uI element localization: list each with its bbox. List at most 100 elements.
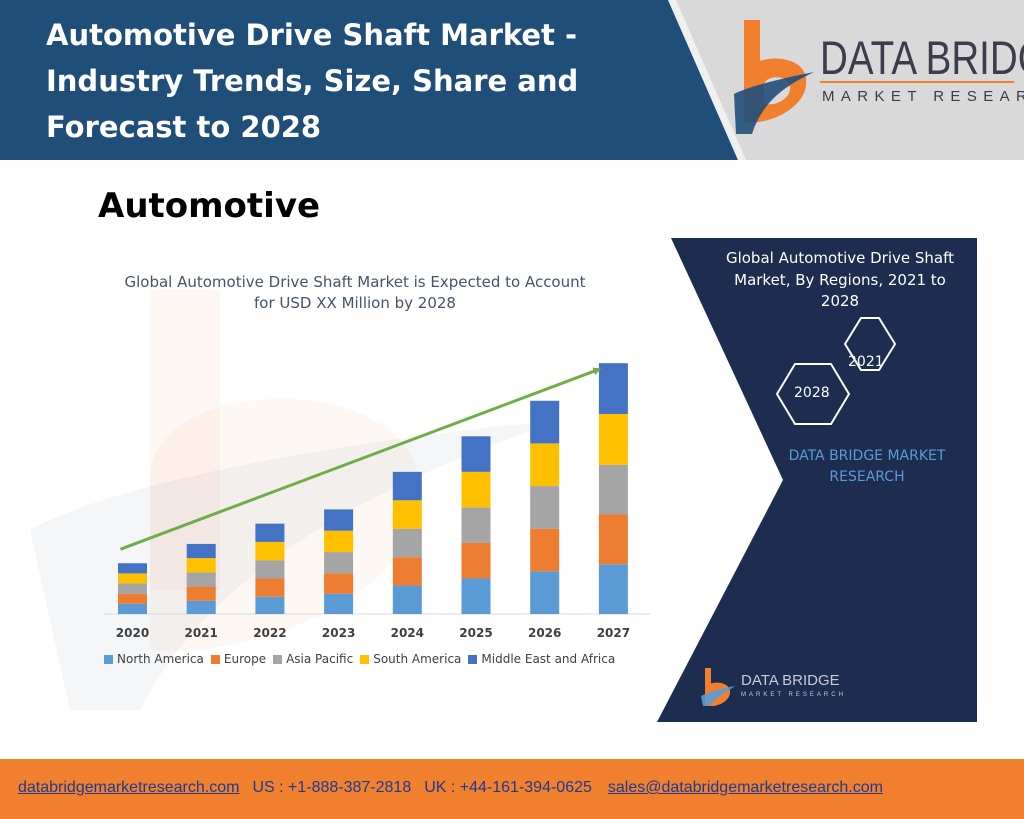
website-link[interactable]: databridgemarketresearch.com	[18, 779, 240, 796]
us-phone: US : +1-888-387-2818	[252, 779, 412, 796]
mini-logo-text-primary: DATA BRIDGE	[741, 672, 840, 689]
bar-segment-2022-north-america	[255, 596, 285, 614]
panel-brand-line-1: DATA BRIDGE MARKET	[788, 448, 946, 464]
bar-segment-2021-north-america	[186, 600, 216, 614]
section-title: Automotive	[98, 186, 321, 226]
header-band-edge	[668, 0, 746, 160]
chart-legend: North America Europe Asia Pacific South …	[104, 652, 615, 666]
bar-segment-2025-europe	[461, 542, 491, 579]
header-banner: Automotive Drive Shaft Market - Industry…	[0, 0, 1024, 160]
legend-label-north-america: North America	[117, 652, 204, 666]
bar-segment-2025-middle-east-and-africa	[461, 436, 491, 472]
hexagon-label-2021: 2021	[848, 354, 884, 370]
x-tick-label-2023: 2023	[322, 626, 355, 640]
legend-label-south-america: South America	[373, 652, 462, 666]
legend-item-middle-east-africa: Middle East and Africa	[468, 652, 615, 666]
bar-segment-2026-asia-pacific	[530, 486, 560, 529]
legend-label-asia-pacific: Asia Pacific	[286, 652, 354, 666]
bar-segment-2020-south-america	[118, 573, 147, 584]
panel-brand-text: DATA BRIDGE MARKET RESEARCH	[767, 446, 967, 488]
bar-segment-2025-asia-pacific	[461, 507, 491, 543]
bar-segment-2024-south-america	[392, 500, 422, 529]
bar-segment-2025-south-america	[461, 471, 491, 508]
bar-segment-2024-asia-pacific	[392, 528, 422, 558]
legend-label-europe: Europe	[223, 652, 267, 666]
bar-segment-2023-europe	[324, 573, 354, 594]
bar-segment-2024-middle-east-and-africa	[392, 471, 422, 501]
mini-logo-text-secondary: MARKET RESEARCH	[741, 692, 846, 698]
bar-segment-2025-north-america	[461, 578, 491, 614]
bar-segment-2026-europe	[530, 528, 560, 572]
footer-contacts: databridgemarketresearch.com US : +1-888…	[18, 779, 883, 797]
legend-item-north-america: North America	[104, 652, 204, 666]
panel-mini-logo: DATA BRIDGE MARKET RESEARCH	[697, 666, 857, 706]
bar-segment-2020-europe	[118, 593, 147, 604]
legend-item-south-america: South America	[360, 652, 461, 666]
bar-segment-2020-asia-pacific	[118, 583, 147, 594]
page-title-line-1: Automotive Drive Shaft Market -	[46, 18, 578, 52]
panel-title-line-3: 2028	[820, 292, 860, 310]
legend-swatch-middle-east-africa	[468, 654, 478, 664]
email-link[interactable]: sales@databridgemarketresearch.com	[607, 779, 883, 796]
regions-panel: Global Automotive Drive Shaft Market, By…	[657, 238, 977, 722]
x-tick-label-2025: 2025	[459, 626, 492, 640]
bar-segment-2020-middle-east-and-africa	[118, 563, 147, 574]
bar-segment-2027-asia-pacific	[598, 464, 628, 515]
bar-segment-2021-asia-pacific	[186, 572, 216, 587]
bar-segment-2023-north-america	[324, 593, 354, 614]
x-tick-label-2021: 2021	[184, 626, 217, 640]
x-tick-label-2020: 2020	[116, 626, 149, 640]
x-tick-label-2024: 2024	[391, 626, 424, 640]
x-tick-label-2022: 2022	[253, 626, 286, 640]
panel-title: Global Automotive Drive Shaft Market, By…	[713, 248, 967, 313]
bar-segment-2021-middle-east-and-africa	[186, 543, 216, 559]
bar-segment-2027-middle-east-and-africa	[598, 363, 628, 414]
panel-brand-line-2: RESEARCH	[829, 469, 905, 485]
legend-swatch-north-america	[104, 654, 113, 664]
bar-segment-2024-europe	[392, 557, 422, 586]
hexagon-2028	[775, 363, 851, 425]
page-title-line-3: Forecast to 2028	[46, 110, 322, 144]
bar-segment-2026-middle-east-and-africa	[530, 400, 560, 444]
legend-swatch-europe	[210, 654, 220, 664]
bar-segment-2022-south-america	[255, 541, 285, 561]
panel-background	[657, 238, 977, 722]
legend-item-europe: Europe	[210, 652, 267, 666]
mini-logo-b-mark-icon	[701, 668, 735, 706]
bar-segment-2022-asia-pacific	[255, 560, 285, 579]
uk-phone: UK : +44-161-394-0625	[424, 779, 592, 796]
stacked-bar-chart: Global Automotive Drive Shaft Market is …	[90, 240, 670, 680]
bar-segment-2023-asia-pacific	[324, 552, 354, 574]
page-title: Automotive Drive Shaft Market - Industry…	[46, 12, 646, 150]
legend-swatch-asia-pacific	[273, 654, 283, 664]
bar-segment-2023-middle-east-and-africa	[324, 509, 354, 531]
bar-segment-2024-north-america	[392, 585, 422, 614]
trend-arrow	[119, 367, 602, 551]
hexagon-label-2028: 2028	[794, 385, 830, 401]
chart-title: Global Automotive Drive Shaft Market is …	[90, 272, 620, 314]
chart-title-line-1: Global Automotive Drive Shaft Market is …	[124, 273, 586, 291]
bar-segment-2026-north-america	[530, 571, 560, 614]
panel-title-line-1: Global Automotive Drive Shaft	[725, 249, 955, 267]
logo-text-primary: DATA BRIDGE	[820, 31, 1024, 84]
footer-bar: databridgemarketresearch.com US : +1-888…	[0, 759, 1024, 819]
header-band	[0, 0, 746, 160]
panel-title-line-2: Market, By Regions, 2021 to	[734, 270, 946, 289]
logo-divider	[820, 81, 1014, 83]
page-title-line-2: Industry Trends, Size, Share and	[46, 64, 579, 98]
bar-segment-2022-europe	[255, 578, 285, 597]
bar-segment-2026-south-america	[530, 443, 560, 487]
bar-segment-2020-north-america	[118, 603, 147, 614]
bar-segment-2022-middle-east-and-africa	[255, 523, 285, 542]
x-tick-label-2027: 2027	[597, 626, 630, 640]
legend-item-asia-pacific: Asia Pacific	[273, 652, 353, 666]
chart-title-line-2: for USD XX Million by 2028	[254, 294, 456, 312]
bar-segment-2027-south-america	[598, 413, 628, 465]
legend-swatch-south-america	[360, 654, 370, 664]
company-logo: DATA BRIDGE MARKET RESEARCH	[724, 16, 1024, 140]
chart-plot-area: 2020 2021 2022 2023 2024 2025 2026 2027	[104, 363, 650, 640]
bar-segment-2021-europe	[186, 586, 216, 601]
hexagon-2021	[843, 317, 897, 371]
bar-segment-2027-north-america	[598, 564, 628, 614]
x-tick-label-2026: 2026	[528, 626, 561, 640]
